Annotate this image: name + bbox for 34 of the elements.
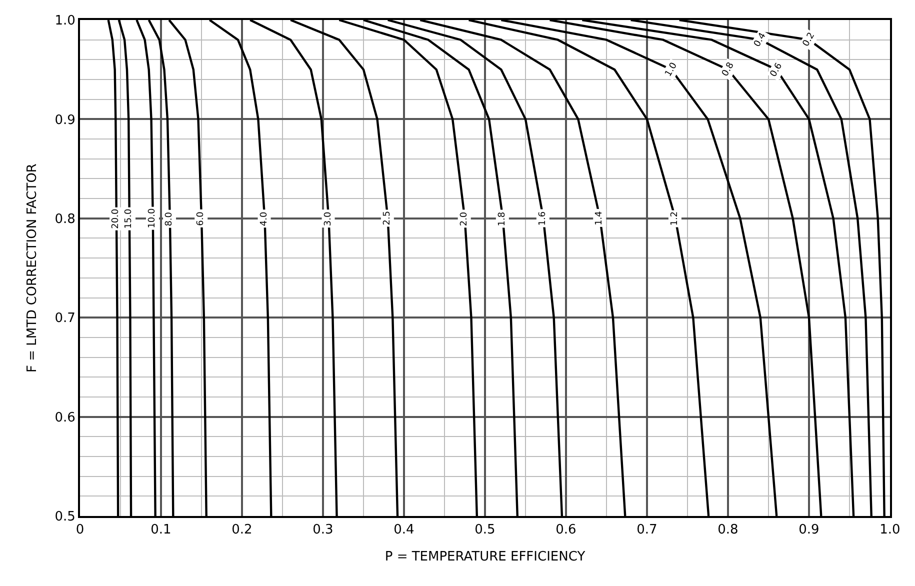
series-label: 1.2 [670, 211, 680, 226]
series-label: 4.0 [259, 211, 270, 226]
x-tick-label: 0.2 [232, 522, 252, 538]
series-label: 1.4 [594, 210, 605, 226]
y-tick-label: 1.0 [54, 14, 76, 29]
x-tick-label: 0.8 [718, 522, 738, 538]
series-label: 6.0 [196, 211, 206, 226]
series-label: 1.6 [538, 211, 548, 226]
series-label: 0.2 [801, 31, 818, 48]
x-tick-label: 0.7 [636, 522, 658, 538]
y-tick-label: 0.6 [54, 410, 76, 426]
x-tick-label: 1.0 [880, 522, 900, 538]
series-label: 3.0 [323, 211, 334, 226]
y-tick-label: 0.9 [54, 112, 76, 128]
series-label: 0.8 [720, 60, 736, 78]
y-tick-label: 0.5 [54, 510, 76, 525]
series-label: 2.5 [382, 210, 392, 226]
series-label: 0.6 [768, 61, 785, 79]
x-tick-label: 0.5 [474, 522, 496, 538]
series-label: 1.0 [664, 60, 680, 79]
x-axis-title: P = TEMPERATURE EFFICIENCY [384, 550, 586, 565]
series-label: 1.8 [497, 212, 508, 226]
x-tick-label: 0 [76, 522, 84, 538]
y-axis-title: F = LMTD CORRECTION FACTOR [25, 164, 40, 372]
x-tick-label: 0.1 [150, 522, 172, 538]
x-tick-label: 0.9 [798, 522, 820, 538]
series-label: 0.4 [752, 31, 768, 49]
y-tick-label: 0.7 [54, 311, 76, 326]
x-tick-label: 0.3 [312, 522, 334, 538]
series-label: 8.0 [164, 212, 175, 226]
x-tick-label: 0.4 [394, 522, 414, 538]
series-label: 2.0 [459, 212, 470, 226]
y-tick-label: 0.8 [54, 212, 76, 227]
x-tick-label: 0.6 [556, 522, 576, 538]
